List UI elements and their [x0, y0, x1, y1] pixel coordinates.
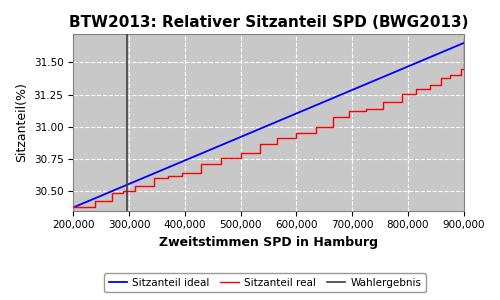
Sitzanteil real — [92, 199, 98, 203]
Sitzanteil real — [330, 115, 336, 118]
Sitzanteil real — [70, 206, 76, 209]
Legend: Sitzanteil ideal, Sitzanteil real, Wahlergebnis: Sitzanteil ideal, Sitzanteil real, Wahle… — [104, 274, 426, 292]
Sitzanteil real — [428, 83, 434, 87]
X-axis label: Zweitstimmen SPD in Hamburg: Zweitstimmen SPD in Hamburg — [159, 236, 378, 249]
Y-axis label: Sitzanteil(%): Sitzanteil(%) — [15, 82, 28, 162]
Sitzanteil real — [120, 189, 126, 193]
Sitzanteil real — [198, 171, 204, 175]
Title: BTW2013: Relativer Sitzanteil SPD (BWG2013): BTW2013: Relativer Sitzanteil SPD (BWG20… — [68, 15, 468, 30]
Sitzanteil real — [151, 184, 157, 188]
Line: Sitzanteil real: Sitzanteil real — [73, 39, 464, 208]
Sitzanteil real — [461, 37, 467, 41]
